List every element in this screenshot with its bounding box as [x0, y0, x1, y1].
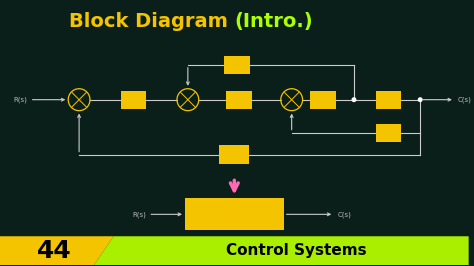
- Bar: [120, 91, 146, 109]
- Text: (Intro.): (Intro.): [234, 13, 313, 31]
- Circle shape: [352, 97, 356, 102]
- Bar: [224, 56, 250, 74]
- Bar: [227, 91, 252, 109]
- Bar: [376, 124, 401, 142]
- Text: R(s): R(s): [132, 211, 146, 218]
- Text: Control Systems: Control Systems: [226, 243, 367, 258]
- Bar: [310, 91, 336, 109]
- Bar: [185, 198, 284, 230]
- Bar: [376, 91, 401, 109]
- Bar: [219, 144, 249, 164]
- Circle shape: [418, 97, 423, 102]
- Text: C(s): C(s): [337, 211, 351, 218]
- Polygon shape: [0, 236, 114, 265]
- Text: R(s): R(s): [14, 97, 27, 103]
- Text: 44: 44: [37, 239, 72, 263]
- Polygon shape: [94, 236, 469, 265]
- Text: Block Diagram: Block Diagram: [69, 13, 234, 31]
- Text: C(s): C(s): [458, 97, 472, 103]
